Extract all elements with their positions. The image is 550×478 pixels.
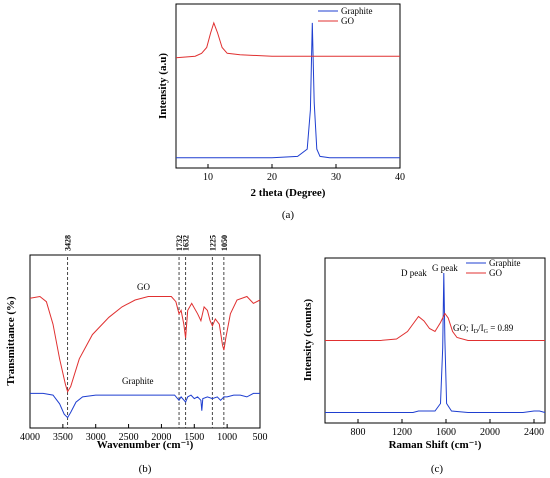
peak-label: 1225: [208, 235, 217, 251]
x-tick-label: 10: [203, 172, 213, 183]
panel-a-plot-frame: [175, 3, 401, 169]
panel-a-series: [175, 21, 400, 159]
x-tick-label: 30: [331, 172, 341, 183]
d-peak-annotation: D peak: [401, 268, 427, 278]
x-tick-label: 500: [253, 432, 268, 443]
panel-a: 10 20 30 40 Graphite GO 2 theta (Degree) In…: [157, 3, 405, 221]
panel-c-x-ticks: 800 1200 1600 2000 2400: [351, 419, 544, 438]
panel-b-series: [29, 295, 261, 419]
series-line-go: [29, 295, 261, 393]
series-line-graphite: [30, 392, 260, 419]
x-tick-label: 1500: [184, 432, 204, 443]
panel-b-y-axis-label: Transmittance (%): [5, 296, 17, 386]
panel-c-x-axis-label: Raman Shift (cm⁻¹): [389, 439, 482, 451]
series-line-graphite: [325, 272, 546, 413]
peak-label: 1632: [182, 235, 191, 251]
panel-b-x-axis-label: Wavenumber (cm⁻¹): [97, 439, 194, 451]
x-tick-label: 1600: [436, 427, 456, 438]
x-tick-label: 2400: [524, 427, 544, 438]
x-tick-label: 4000: [20, 432, 40, 443]
series-line-go: [175, 21, 400, 59]
panel-b-x-ticks: 4000 3500 3000 2500 2000 1500 1000 500: [20, 424, 268, 443]
ratio-value: = 0.89: [488, 323, 514, 333]
x-tick-label: 20: [267, 172, 277, 183]
panel-a-caption: (a): [282, 209, 295, 221]
panel-c-caption: (c): [431, 463, 444, 475]
x-tick-label: 40: [395, 172, 405, 183]
panel-a-x-axis-label: 2 theta (Degree): [251, 187, 326, 199]
panel-b-caption: (b): [139, 463, 152, 475]
legend-c-graphite-label: Graphite: [489, 258, 521, 268]
panel-a-y-axis-label: Intensity (a.u): [157, 53, 169, 119]
ratio-sub-d: D: [474, 329, 479, 335]
x-tick-label: 800: [351, 427, 366, 438]
x-tick-label: 3500: [53, 432, 73, 443]
x-tick-label: 2000: [151, 432, 171, 443]
panel-b-plot-frame: [29, 254, 261, 429]
panel-c-legend: Graphite GO: [466, 258, 521, 278]
series-line-go: [325, 312, 545, 341]
series-line-graphite: [176, 22, 400, 159]
x-tick-label: 2500: [119, 432, 139, 443]
ratio-slash: /I: [478, 323, 484, 333]
panel-c-series: [325, 272, 546, 413]
x-tick-label: 1200: [392, 427, 412, 438]
panel-c-y-axis-label: Intensity (counts): [302, 299, 314, 382]
panel-a-x-ticks: 10 20 30 40: [203, 164, 405, 183]
ratio-sub-g: G: [484, 329, 489, 335]
peak-label: 3428: [64, 235, 73, 251]
peak-label: 1050: [220, 235, 229, 251]
x-tick-label: 1000: [217, 432, 237, 443]
x-tick-label: 2000: [480, 427, 500, 438]
ratio-prefix: GO; I: [453, 323, 474, 333]
peak-label: 1732: [175, 235, 184, 251]
g-peak-annotation: G peak: [432, 263, 458, 273]
legend-graphite-label: Graphite: [341, 6, 373, 16]
panel-a-legend: Graphite GO: [318, 6, 373, 26]
x-tick-label: 3000: [86, 432, 106, 443]
panel-c: 800 1200 1600 2000 2400 Graphite GO D peak G…: [302, 257, 546, 475]
legend-c-go-label: GO: [489, 268, 502, 278]
id-ig-ratio-annotation: GO; ID/IG = 0.89: [453, 323, 514, 335]
panel-b-graphite-series-label: Graphite: [122, 376, 154, 386]
panel-b-go-series-label: GO: [137, 282, 150, 292]
legend-go-label: GO: [341, 16, 354, 26]
